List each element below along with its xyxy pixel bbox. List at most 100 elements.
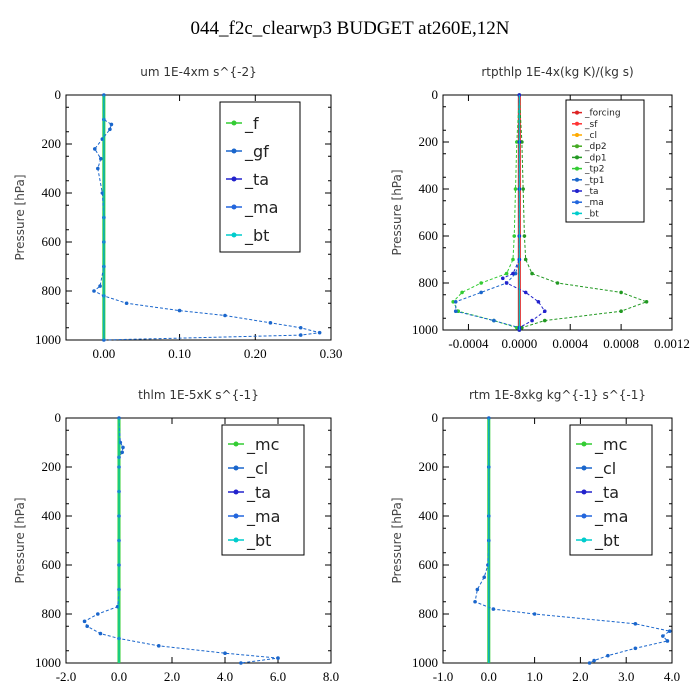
- y-tick-label: 1000: [35, 332, 61, 347]
- legend-label: _cl: [246, 459, 268, 479]
- y-tick-label: 400: [42, 185, 62, 200]
- data-point-dp1: [523, 257, 528, 262]
- data-point-cl: [473, 599, 477, 604]
- legend-marker: [575, 189, 579, 193]
- y-tick-label: 600: [419, 557, 439, 572]
- legend-label: _ta: [244, 170, 269, 190]
- legend-marker: [575, 211, 579, 216]
- data-point-ta: [500, 276, 505, 281]
- data-point-dp1: [522, 234, 527, 238]
- legend-label: _ma: [584, 198, 604, 208]
- legend-label: _bt: [594, 531, 619, 551]
- y-tick-label: 200: [42, 459, 62, 474]
- chart-panel-4: rtm 1E-8xkg kg^{-1} s^{-1} Pressure [hPa]…: [390, 388, 680, 684]
- x-tick-label: 1.0: [526, 669, 542, 684]
- data-point-dp1: [521, 187, 525, 191]
- legend: _mc _cl _ta _ma _bt: [221, 424, 305, 556]
- data-point-ta: [511, 271, 515, 276]
- data-point-cl: [661, 634, 665, 638]
- y-tick-label: 200: [42, 136, 62, 151]
- legend-marker: [233, 465, 239, 471]
- data-point-tp2: [513, 187, 518, 191]
- data-point-cl: [121, 445, 125, 450]
- legend-marker: [575, 144, 579, 149]
- data-point-cl: [98, 631, 103, 636]
- chart-panel-3: thlm 1E-5xK s^{-1} Pressure [hPa] 0 200 400 6…: [13, 388, 339, 684]
- data-point-cl: [482, 575, 487, 580]
- legend-marker: [581, 441, 587, 447]
- data-point-cl: [587, 661, 592, 665]
- legend-label: _mc: [246, 435, 279, 455]
- y-tick-label: 1000: [35, 655, 61, 670]
- y-tick-label: 200: [419, 134, 439, 149]
- x-tick-label: -0.0004: [448, 336, 489, 351]
- data-point-gf: [108, 127, 112, 132]
- legend-marker: [581, 489, 587, 495]
- legend-label: _cl: [594, 459, 616, 479]
- data-point-dp1: [619, 290, 623, 295]
- legend-marker: [231, 204, 237, 210]
- data-point-dp1: [542, 318, 547, 323]
- legend-label: _cl: [584, 131, 597, 141]
- data-point-gf: [268, 321, 273, 325]
- data-point-ta: [542, 309, 547, 314]
- series-line-cl: [83, 417, 279, 664]
- panel-title: thlm 1E-5xK s^{-1}: [138, 388, 259, 402]
- series-line-tp1: [455, 95, 520, 330]
- data-point-dp1: [530, 271, 534, 276]
- data-point-gf: [96, 166, 100, 171]
- x-tick-label: 0.00: [92, 346, 115, 361]
- legend-marker: [575, 110, 579, 115]
- data-point-tp1: [479, 290, 483, 295]
- data-point-cl: [606, 653, 610, 658]
- x-tick-label: 0.0008: [603, 336, 639, 351]
- legend-marker: [575, 155, 579, 160]
- x-tick-label: 4.0: [664, 669, 680, 684]
- legend-label: _dp1: [584, 153, 607, 163]
- y-tick-label: 1000: [412, 322, 438, 337]
- data-point-tp1: [453, 309, 458, 314]
- x-tick-label: 2.0: [164, 669, 180, 684]
- data-point-ta: [504, 281, 509, 285]
- legend-label: _ma: [246, 507, 280, 527]
- x-tick-label: 0.30: [320, 346, 343, 361]
- data-point-gf: [177, 308, 182, 313]
- series-line-cl: [474, 418, 671, 664]
- legend-marker: [575, 133, 579, 137]
- data-point-cl: [592, 658, 596, 663]
- legend-marker: [575, 121, 579, 126]
- x-tick-label: 2.0: [572, 669, 588, 684]
- legend-label: _ma: [244, 198, 278, 218]
- data-point-gf: [92, 289, 96, 293]
- legend-marker: [581, 537, 587, 543]
- panel-title: rtm 1E-8xkg kg^{-1} s^{-1}: [469, 388, 646, 402]
- data-point-gf: [124, 301, 129, 306]
- data-point-tp2: [514, 140, 519, 144]
- legend-label: _f: [244, 114, 259, 134]
- data-point-tp2: [512, 234, 517, 238]
- data-point-cl: [633, 622, 638, 626]
- x-tick-label: 3.0: [618, 669, 634, 684]
- y-axis-label: Pressure [hPa]: [13, 174, 27, 260]
- legend-label: _bt: [246, 531, 271, 551]
- y-tick-label: 800: [42, 283, 62, 298]
- legend-marker: [233, 489, 239, 495]
- plot-frame: [442, 94, 673, 331]
- x-tick-label: 0.0012: [654, 336, 690, 351]
- x-tick-label: 0.0004: [552, 336, 588, 351]
- plot-frame: [442, 417, 673, 664]
- legend-label: _ta: [246, 483, 271, 503]
- x-tick-label: 0.10: [168, 346, 191, 361]
- y-axis-label: Pressure [hPa]: [390, 169, 404, 255]
- legend-label: _bt: [584, 209, 599, 219]
- legend-marker: [575, 166, 579, 171]
- data-point-gf: [98, 284, 102, 288]
- data-point-dp1: [520, 140, 524, 144]
- legend-marker: [233, 513, 239, 519]
- data-point-gf: [298, 325, 303, 330]
- data-point-ta: [530, 318, 534, 323]
- panel-title: rtpthlp 1E-4x(kg K)/(kg s): [481, 65, 633, 79]
- x-tick-label: 0.0: [481, 669, 497, 684]
- legend-marker: [581, 465, 587, 471]
- data-point-cl: [96, 612, 100, 616]
